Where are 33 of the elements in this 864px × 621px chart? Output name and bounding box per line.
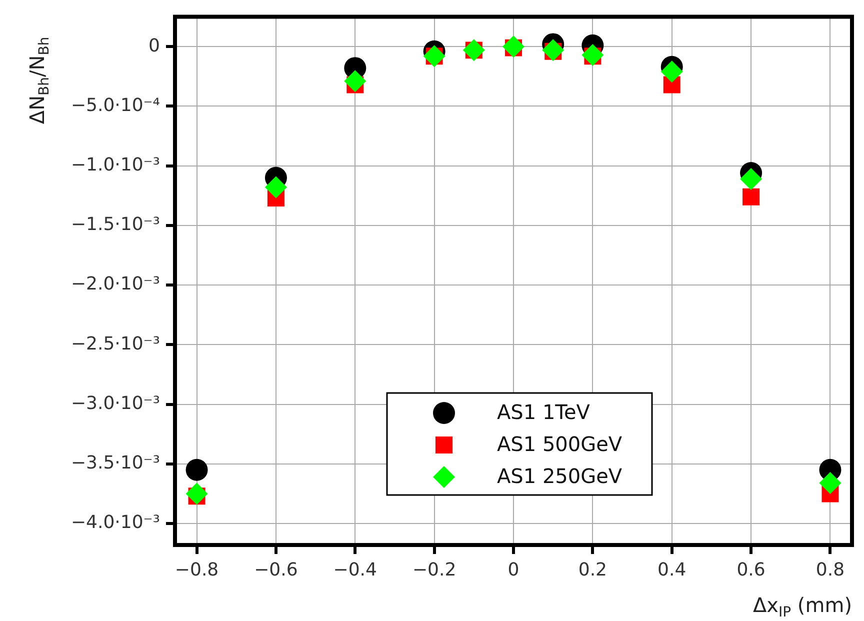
y-axis-title: ΔNBh/NBh (25, 36, 52, 124)
x-tick-label: −0.6 (254, 559, 298, 580)
y-tick-label: −2.5·10⁻³ (70, 333, 160, 354)
point (740, 168, 762, 190)
x-tick-label: 0 (508, 559, 520, 580)
y-tick-label: −3.5·10⁻³ (70, 452, 160, 474)
point (819, 472, 842, 494)
x-tick-label: −0.8 (174, 559, 219, 580)
point (186, 482, 208, 505)
point (742, 188, 760, 206)
point (660, 60, 683, 83)
point (264, 176, 287, 198)
legend-label: AS1 500GeV (497, 432, 622, 456)
y-tick-label: −2.0·10⁻³ (70, 274, 160, 295)
y-tick-label: 0 (148, 35, 160, 56)
y-tick-label: −3.0·10⁻³ (70, 392, 160, 414)
x-tick-label: 0.4 (658, 559, 686, 580)
y-tick-label: −1.5·10⁻³ (70, 214, 160, 236)
point (344, 70, 366, 92)
point (502, 36, 524, 58)
x-tick-label: 0.2 (578, 559, 607, 580)
x-tick-label: 0.8 (816, 559, 845, 580)
y-tick-label: −4.0·10⁻³ (70, 512, 160, 534)
x-tick-label: −0.2 (412, 559, 456, 580)
legend-label: AS1 250GeV (497, 464, 622, 488)
legend-label: AS1 1TeV (497, 400, 590, 424)
point (542, 39, 564, 62)
y-tick-label: −5.0·10⁻⁴ (70, 94, 160, 116)
point (186, 458, 208, 481)
point (582, 44, 604, 66)
x-tick-label: −0.4 (333, 559, 377, 580)
y-tick-label: −1.0·10⁻³ (70, 154, 160, 176)
x-tick-label: 0.6 (736, 559, 766, 580)
